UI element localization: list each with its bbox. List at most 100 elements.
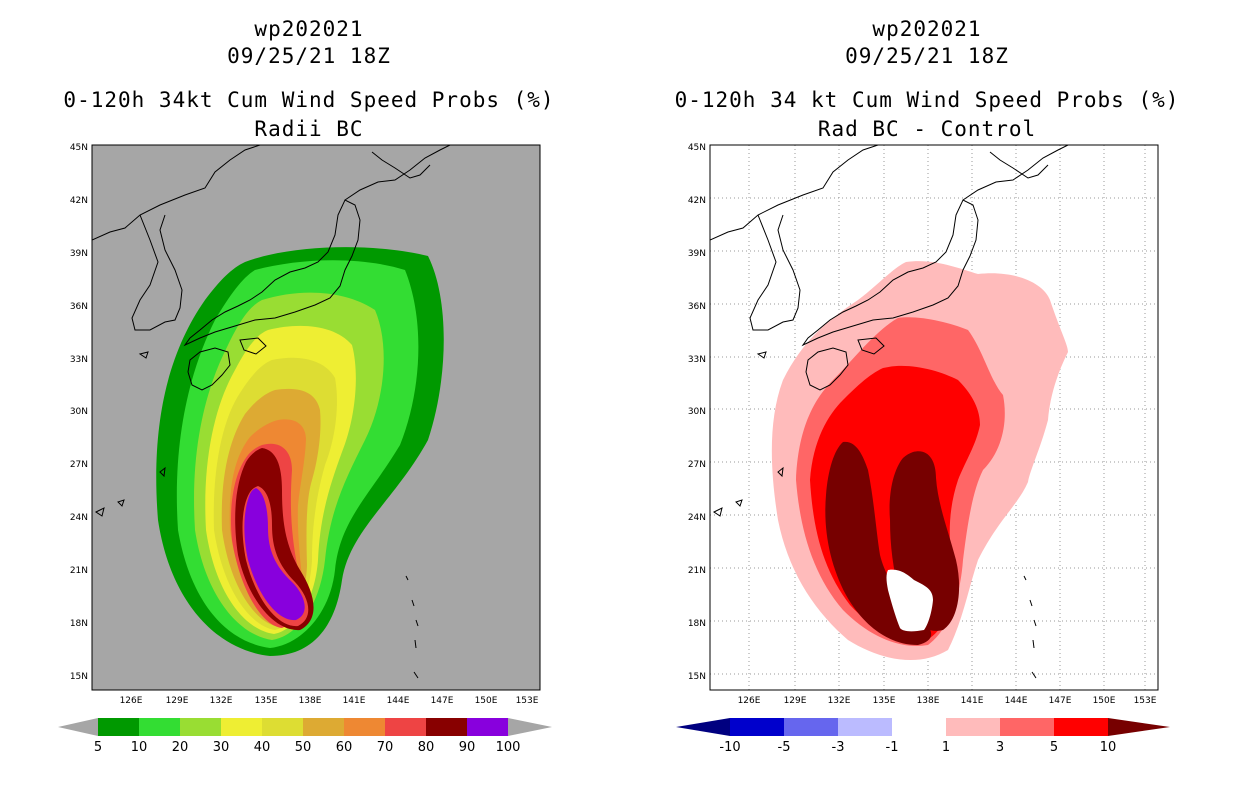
- colorbar-swatch: [467, 718, 508, 736]
- left-lat-axis: 45N 42N 39N 36N 33N 30N 27N 24N 21N 18N …: [70, 143, 88, 682]
- colorbar-swatch: [838, 718, 892, 736]
- colorbar-left-arrow: [676, 718, 730, 736]
- left-map-frame: [91, 144, 541, 691]
- lon-label: 147E: [431, 696, 454, 706]
- contour-100: [244, 488, 305, 621]
- colorbar-label: -3: [832, 740, 845, 755]
- lat-label: 33N: [688, 355, 706, 365]
- right-datetime: 09/25/21 18Z: [845, 44, 1009, 68]
- lat-label: 36N: [70, 302, 88, 312]
- colorbar-swatch: [262, 718, 303, 736]
- colorbar-label: 3: [996, 740, 1004, 755]
- right-lon-axis: 126E 129E 132E 135E 138E 141E 144E 147E …: [738, 696, 1157, 706]
- diff-white: [886, 569, 933, 632]
- colorbar-label: 70: [377, 740, 394, 755]
- lon-label: 144E: [1005, 696, 1028, 706]
- colorbar-label: 30: [213, 740, 230, 755]
- lat-label: 18N: [688, 619, 706, 629]
- lon-label: 135E: [255, 696, 278, 706]
- lon-label: 141E: [343, 696, 366, 706]
- left-panel: wp202021 09/25/21 18Z 0-120h 34kt Cum Wi…: [58, 17, 555, 755]
- colorbar-swatch: [426, 718, 467, 736]
- colorbar-label: 10: [131, 740, 148, 755]
- lon-label: 147E: [1049, 696, 1072, 706]
- colorbar-swatch: [385, 718, 426, 736]
- lon-label: 132E: [828, 696, 851, 706]
- lat-label: 21N: [70, 566, 88, 576]
- colorbar-right-arrow: [508, 718, 552, 736]
- left-colorbar: 5 10 20 30 40 50 60 70 80 90 100: [58, 718, 552, 755]
- colorbar-label: 1: [942, 740, 950, 755]
- lat-label: 27N: [688, 460, 706, 470]
- lon-label: 138E: [917, 696, 940, 706]
- left-coastlines: [92, 145, 451, 679]
- right-product-title: 0-120h 34 kt Cum Wind Speed Probs (%): [674, 88, 1180, 112]
- colorbar-swatch: [98, 718, 139, 736]
- lon-label: 129E: [166, 696, 189, 706]
- lat-label: 15N: [70, 672, 88, 682]
- lat-label: 45N: [70, 143, 88, 153]
- colorbar-swatch: [139, 718, 180, 736]
- lat-label: 21N: [688, 566, 706, 576]
- lon-label: 153E: [1134, 696, 1157, 706]
- lon-label: 150E: [475, 696, 498, 706]
- colorbar-left-arrow: [58, 718, 98, 736]
- colorbar-swatch: [730, 718, 784, 736]
- left-storm-id: wp202021: [254, 17, 364, 41]
- diff-10a: [825, 441, 932, 645]
- lon-label: 135E: [873, 696, 896, 706]
- colorbar-label: 40: [254, 740, 271, 755]
- colorbar-swatch: [221, 718, 262, 736]
- left-map: 45N 42N 39N 36N 33N 30N 27N 24N 21N 18N …: [58, 143, 552, 755]
- lon-label: 150E: [1093, 696, 1116, 706]
- left-subtitle: Radii BC: [254, 117, 364, 141]
- colorbar-label: 50: [295, 740, 312, 755]
- lon-label: 132E: [210, 696, 233, 706]
- right-subtitle: Rad BC - Control: [817, 117, 1037, 141]
- colorbar-label: 10: [1100, 740, 1117, 755]
- colorbar-swatch: [892, 718, 946, 736]
- right-difference-contours: [771, 261, 1068, 661]
- right-map-frame: [709, 144, 1159, 691]
- colorbar-label: -10: [719, 740, 740, 755]
- colorbar-swatch: [1000, 718, 1054, 736]
- colorbar-label: -1: [886, 740, 899, 755]
- colorbar-label: -5: [778, 740, 791, 755]
- colorbar-label: 90: [459, 740, 476, 755]
- lon-label: 126E: [120, 696, 143, 706]
- lat-label: 45N: [688, 143, 706, 153]
- lon-label: 126E: [738, 696, 761, 706]
- lat-label: 24N: [70, 513, 88, 523]
- colorbar-swatch: [180, 718, 221, 736]
- lon-label: 141E: [961, 696, 984, 706]
- colorbar-label: 100: [496, 740, 521, 755]
- colorbar-swatch: [946, 718, 1000, 736]
- lat-label: 27N: [70, 460, 88, 470]
- colorbar-swatch: [303, 718, 344, 736]
- lat-label: 42N: [70, 196, 88, 206]
- lon-label: 144E: [387, 696, 410, 706]
- left-product-title: 0-120h 34kt Cum Wind Speed Probs (%): [63, 88, 555, 112]
- lat-label: 42N: [688, 196, 706, 206]
- lat-label: 18N: [70, 619, 88, 629]
- right-colorbar: -10 -5 -3 -1 1 3 5 10: [676, 718, 1170, 755]
- lat-label: 39N: [688, 249, 706, 259]
- right-lat-axis: 45N 42N 39N 36N 33N 30N 27N 24N 21N 18N …: [688, 143, 706, 682]
- colorbar-right-arrow: [1108, 718, 1170, 736]
- lon-label: 138E: [299, 696, 322, 706]
- lat-label: 30N: [688, 407, 706, 417]
- colorbar-label: 5: [1050, 740, 1058, 755]
- lat-label: 36N: [688, 302, 706, 312]
- lat-label: 39N: [70, 249, 88, 259]
- left-datetime: 09/25/21 18Z: [227, 44, 391, 68]
- right-storm-id: wp202021: [872, 17, 982, 41]
- lat-label: 24N: [688, 513, 706, 523]
- right-panel: wp202021 09/25/21 18Z 0-120h 34 kt Cum W…: [618, 0, 1236, 800]
- left-probability-contours: [156, 247, 444, 657]
- lat-label: 30N: [70, 407, 88, 417]
- lat-label: 33N: [70, 355, 88, 365]
- colorbar-swatch: [784, 718, 838, 736]
- lon-label: 153E: [516, 696, 539, 706]
- left-lon-axis: 126E 129E 132E 135E 138E 141E 144E 147E …: [120, 696, 539, 706]
- lon-label: 129E: [784, 696, 807, 706]
